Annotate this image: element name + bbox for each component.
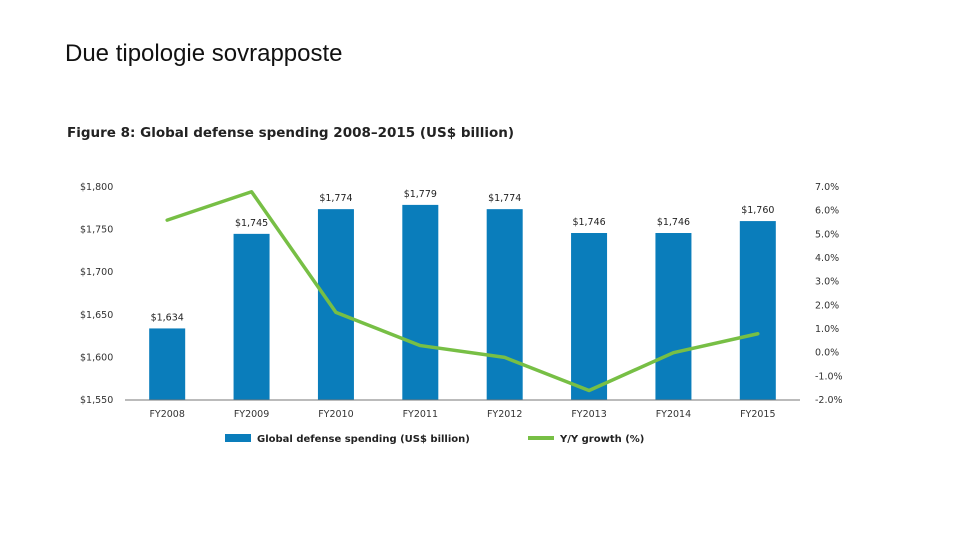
bar-value-label: $1,760 bbox=[741, 205, 774, 216]
bar-value-label: $1,745 bbox=[235, 218, 268, 229]
left-axis-tick-label: $1,700 bbox=[80, 267, 113, 278]
chart-title: Figure 8: Global defense spending 2008–2… bbox=[67, 125, 515, 141]
bar bbox=[571, 233, 608, 400]
x-axis-tick-label: FY2010 bbox=[318, 409, 353, 420]
right-axis-tick-label: 4.0% bbox=[815, 253, 839, 264]
legend-label-line: Y/Y growth (%) bbox=[559, 434, 644, 445]
bar-value-label: $1,774 bbox=[319, 193, 352, 204]
x-axis-tick-label: FY2015 bbox=[740, 409, 775, 420]
growth-line bbox=[165, 189, 760, 393]
legend-swatch-bars bbox=[225, 434, 251, 442]
left-axis-tick-label: $1,600 bbox=[80, 352, 113, 363]
bar bbox=[233, 233, 270, 400]
x-axis-tick-label: FY2012 bbox=[487, 409, 522, 420]
right-axis-tick-label: 1.0% bbox=[815, 324, 839, 335]
bar bbox=[317, 209, 354, 400]
right-axis-tick-label: 6.0% bbox=[815, 206, 839, 217]
left-axis-tick-label: $1,550 bbox=[80, 395, 113, 406]
left-axis-tick-label: $1,650 bbox=[80, 310, 113, 321]
bar-value-label: $1,746 bbox=[657, 217, 690, 228]
bar bbox=[149, 328, 186, 400]
right-axis-tick-label: -1.0% bbox=[815, 371, 843, 382]
bar bbox=[655, 233, 692, 400]
slide-title: Due tipologie sovrapposte bbox=[65, 40, 343, 67]
right-axis-tick-label: -2.0% bbox=[815, 395, 843, 406]
bar bbox=[739, 221, 776, 400]
right-axis-tick-label: 0.0% bbox=[815, 348, 839, 359]
right-axis-tick-label: 7.0% bbox=[815, 182, 839, 193]
bar-value-label: $1,634 bbox=[151, 312, 184, 323]
x-axis-tick-label: FY2011 bbox=[403, 409, 438, 420]
bar-value-label: $1,746 bbox=[572, 217, 605, 228]
bar-value-label: $1,774 bbox=[488, 193, 521, 204]
right-axis-tick-label: 5.0% bbox=[815, 229, 839, 240]
x-axis-tick-label: FY2013 bbox=[571, 409, 606, 420]
x-axis-tick-label: FY2008 bbox=[149, 409, 184, 420]
left-axis-tick-label: $1,750 bbox=[80, 225, 113, 236]
x-axis-tick-label: FY2009 bbox=[234, 409, 269, 420]
bar bbox=[486, 209, 523, 400]
bar-value-label: $1,779 bbox=[404, 189, 437, 200]
bar bbox=[402, 204, 439, 400]
x-axis-tick-label: FY2014 bbox=[656, 409, 691, 420]
legend-label-bars: Global defense spending (US$ billion) bbox=[257, 434, 470, 445]
right-axis-tick-label: 3.0% bbox=[815, 277, 839, 288]
right-axis-tick-label: 2.0% bbox=[815, 300, 839, 311]
left-axis-tick-label: $1,800 bbox=[80, 182, 113, 193]
